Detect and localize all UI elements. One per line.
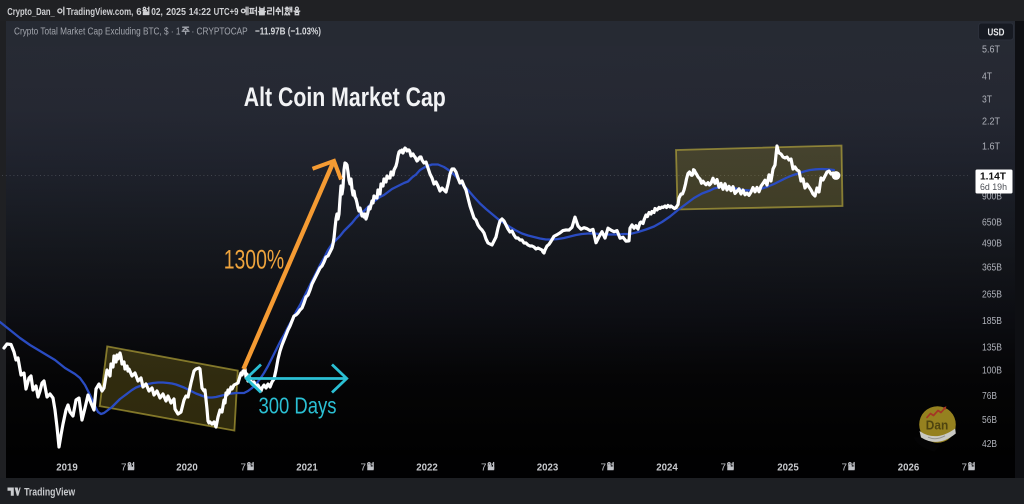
svg-text:2023: 2023	[537, 463, 559, 474]
svg-text:2020: 2020	[176, 463, 198, 474]
svg-text:−11.97B (−1.03%): −11.97B (−1.03%)	[255, 26, 321, 38]
svg-text:2022: 2022	[416, 463, 438, 474]
svg-text:· CRYPTOCAP: · CRYPTOCAP	[192, 26, 248, 38]
svg-text:650B: 650B	[982, 218, 1002, 229]
svg-text:7: 7	[601, 463, 607, 474]
svg-text:1.14T: 1.14T	[980, 171, 1007, 183]
svg-text:490B: 490B	[982, 239, 1002, 250]
svg-text:USD: USD	[988, 28, 1005, 39]
svg-text:2019: 2019	[56, 463, 78, 474]
svg-text:7: 7	[842, 463, 848, 474]
svg-text:Crypto Total Market Cap Exclud: Crypto Total Market Cap Excluding BTC, $…	[14, 26, 181, 38]
svg-text:7: 7	[241, 463, 247, 474]
svg-text:135B: 135B	[982, 343, 1002, 354]
svg-text:TradingView: TradingView	[24, 486, 75, 498]
svg-text:3T: 3T	[982, 95, 992, 106]
svg-text:7: 7	[721, 463, 727, 474]
svg-text:7: 7	[962, 463, 968, 474]
svg-text:2025: 2025	[166, 6, 186, 18]
svg-text:7: 7	[361, 463, 367, 474]
svg-text:TradingView.com,: TradingView.com,	[66, 6, 133, 18]
svg-text:7: 7	[121, 463, 127, 474]
svg-text:185B: 185B	[982, 316, 1002, 327]
svg-text:6: 6	[136, 6, 141, 18]
svg-text:2024: 2024	[656, 463, 678, 474]
svg-text:76B: 76B	[982, 391, 997, 402]
svg-text:6d 19h: 6d 19h	[980, 182, 1007, 193]
svg-text:2025: 2025	[777, 463, 799, 474]
svg-text:1.6T: 1.6T	[982, 142, 1000, 153]
svg-text:2.2T: 2.2T	[982, 117, 1000, 128]
svg-text:4T: 4T	[982, 72, 992, 83]
svg-text:300 Days: 300 Days	[259, 393, 337, 419]
svg-text:1300%: 1300%	[224, 245, 285, 275]
svg-text:UTC+9: UTC+9	[214, 6, 239, 18]
svg-text:14:22: 14:22	[189, 6, 211, 18]
svg-text:Crypto_Dan_: Crypto_Dan_	[7, 6, 55, 18]
svg-text:42B: 42B	[982, 439, 997, 450]
svg-text:Dan: Dan	[926, 419, 949, 433]
svg-text:2026: 2026	[898, 463, 920, 474]
svg-text:2021: 2021	[296, 463, 318, 474]
svg-text:100B: 100B	[982, 366, 1002, 377]
svg-text:7: 7	[481, 463, 487, 474]
svg-text:900B: 900B	[982, 192, 1002, 203]
svg-text:5.6T: 5.6T	[982, 45, 1000, 56]
svg-text:56B: 56B	[982, 415, 997, 426]
svg-text:365B: 365B	[982, 263, 1002, 274]
svg-text:265B: 265B	[982, 290, 1002, 301]
svg-text:02,: 02,	[151, 6, 163, 18]
svg-text:Alt Coin Market Cap: Alt Coin Market Cap	[244, 82, 446, 112]
